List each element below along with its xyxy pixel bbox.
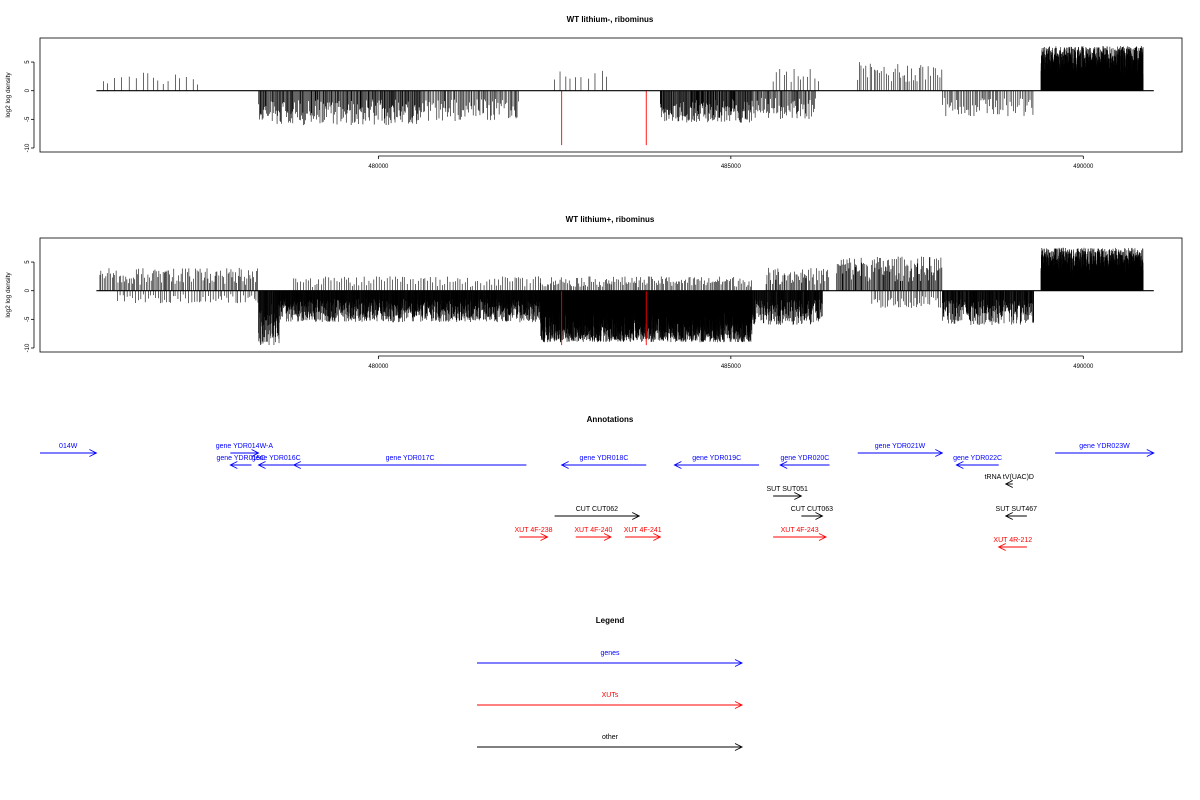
x-tick-label: 490000 bbox=[1073, 164, 1094, 170]
panel-wt-lithium-plus: WT lithium+, ribominus log2 log density … bbox=[5, 215, 1183, 370]
y-tick-label: 5 bbox=[25, 60, 31, 64]
y-tick-label: -5 bbox=[25, 116, 31, 122]
y-tick-label: 0 bbox=[25, 88, 31, 92]
panel-title: WT lithium+, ribominus bbox=[566, 215, 655, 224]
plot-frame bbox=[39, 237, 1183, 353]
plot-frame bbox=[39, 37, 1183, 153]
bar-series bbox=[103, 46, 1144, 146]
bar-series bbox=[99, 247, 1144, 346]
x-tick-label: 480000 bbox=[368, 164, 389, 170]
panel-wt-lithium-minus: WT lithium-, ribominus log2 log density … bbox=[5, 15, 1183, 170]
y-axis-label: log2 log density bbox=[5, 72, 12, 118]
x-tick-label: 485000 bbox=[721, 164, 742, 170]
axes: -10 -5 0 5 480000 485000 490000 bbox=[25, 60, 1154, 170]
y-tick-label: -10 bbox=[25, 143, 31, 152]
panel-title: WT lithium-, ribominus bbox=[567, 15, 654, 24]
y-axis-label: log2 log density bbox=[5, 272, 12, 318]
